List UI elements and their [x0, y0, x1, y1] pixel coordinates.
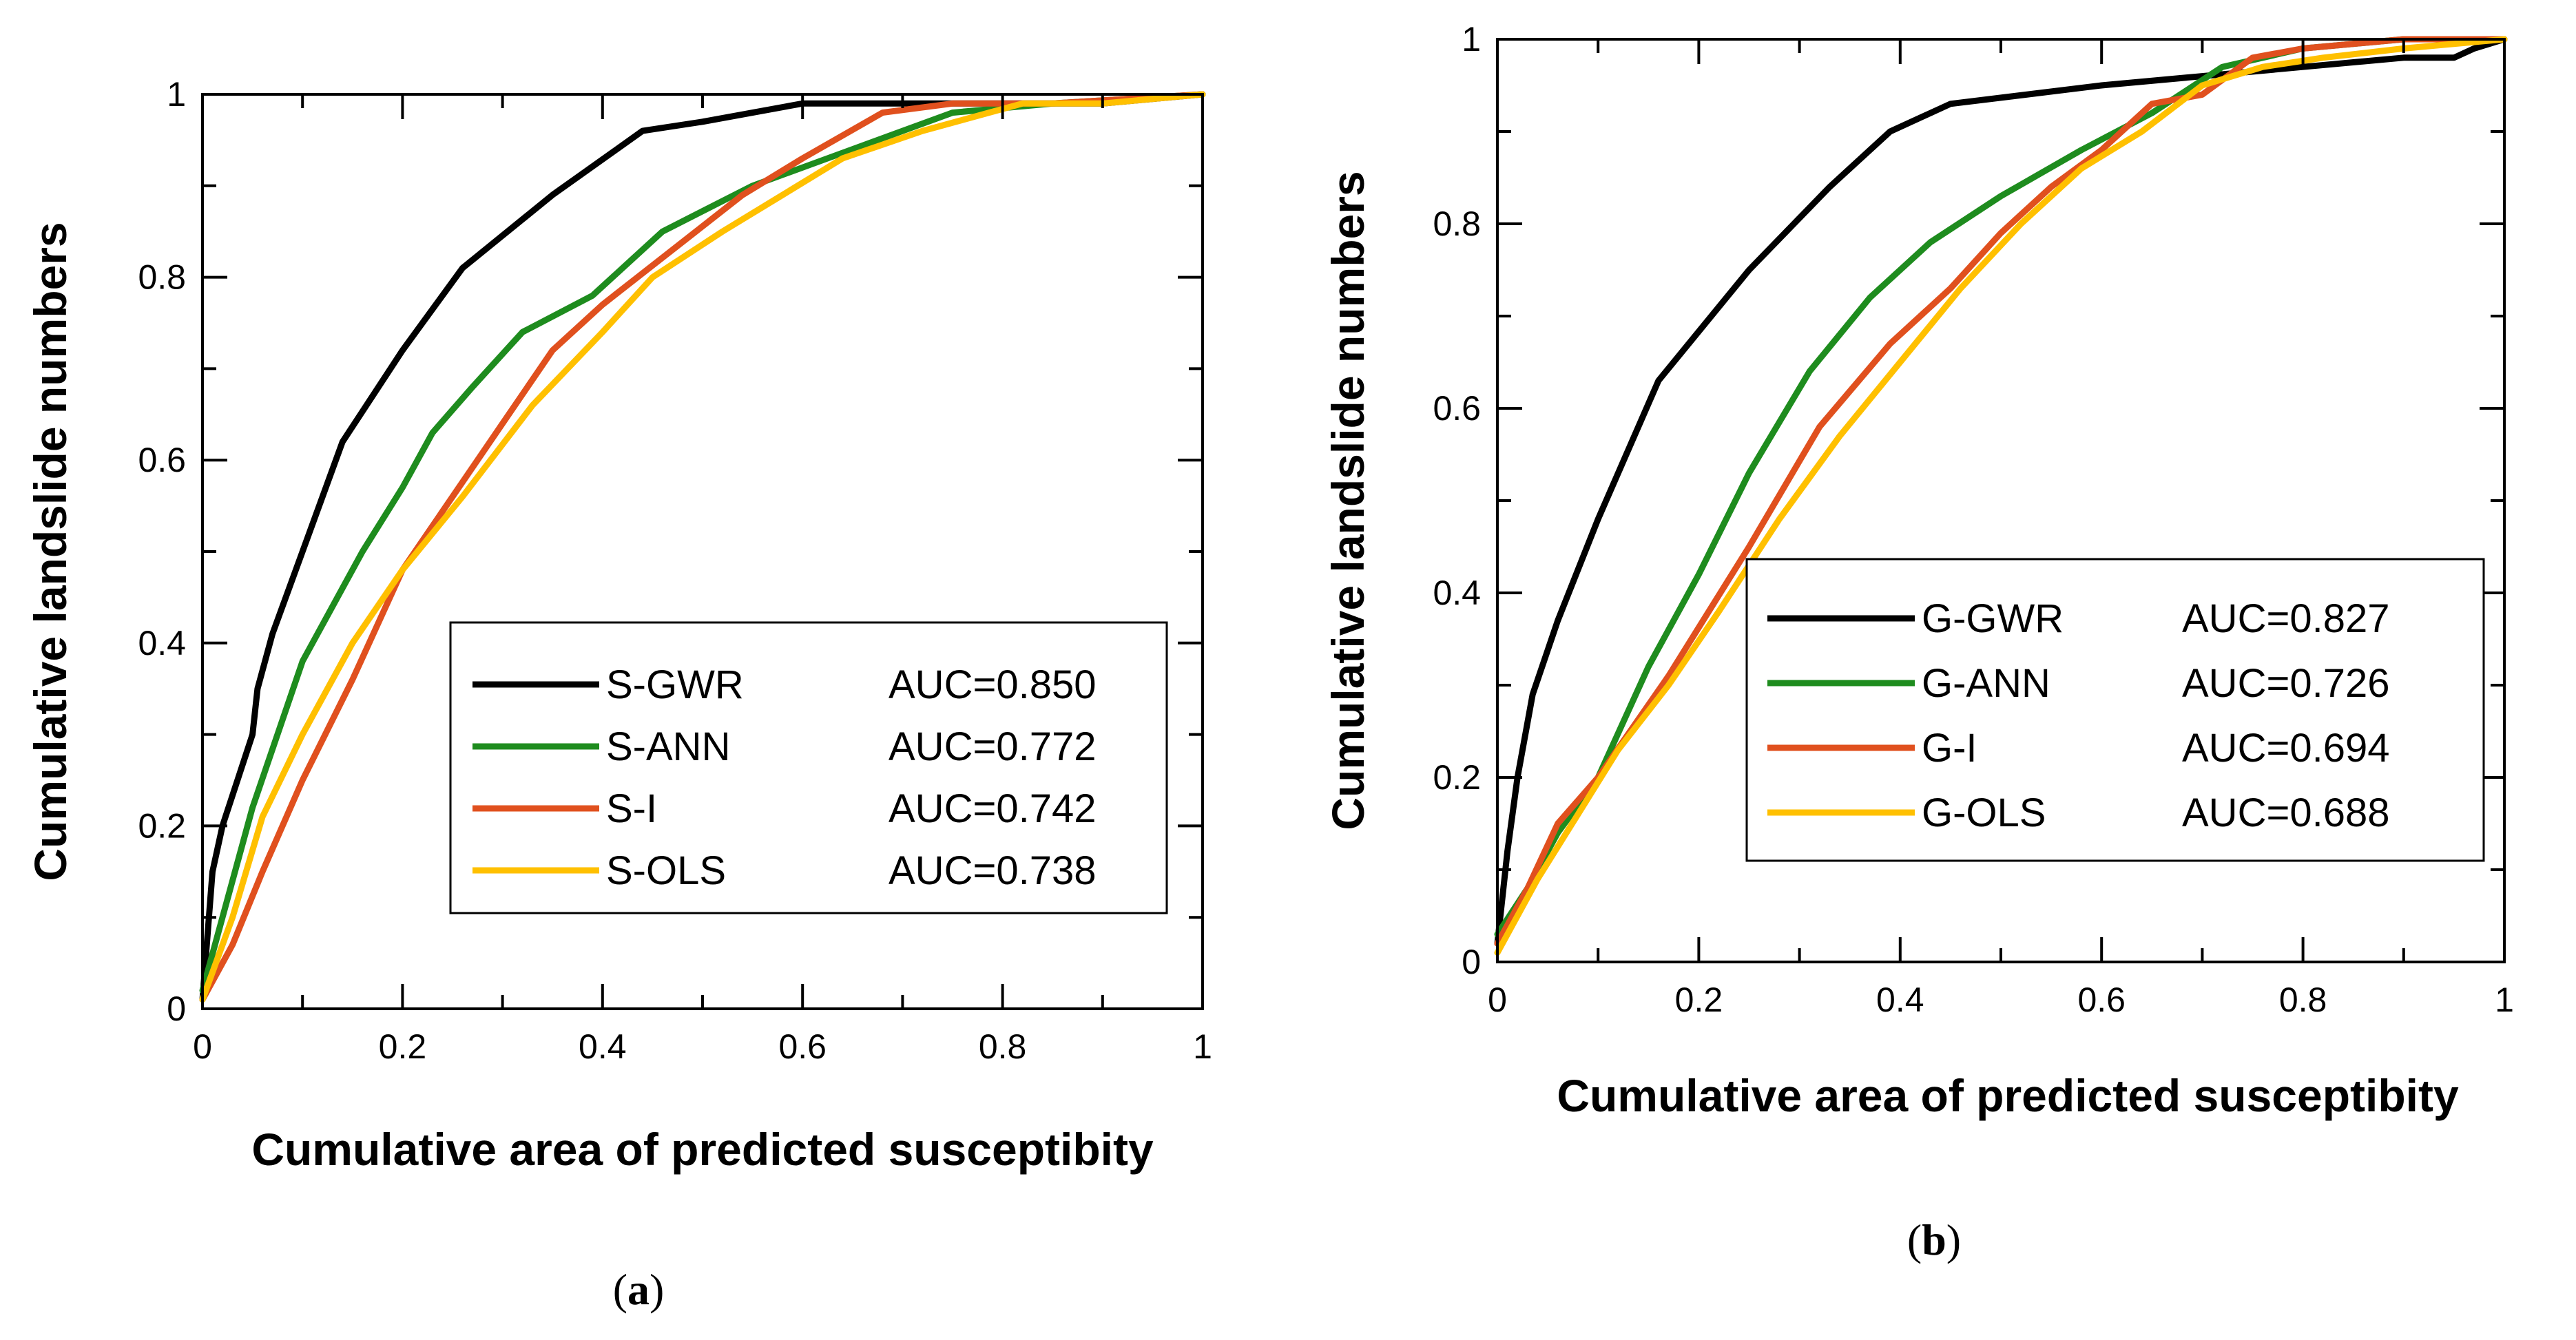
x-tick-label-a-1: 0.2	[379, 1027, 427, 1066]
y-tick-label-a-3: 0.6	[138, 441, 186, 479]
panel-label-b-close: )	[1946, 1215, 1961, 1264]
legend-name-b-g-i: G-I	[1922, 726, 1977, 771]
legend-auc-a-s-gwr: AUC=0.850	[889, 662, 1096, 707]
panel-label-a: (a)	[613, 1265, 665, 1314]
y-tick-label-b-5: 1	[1462, 20, 1481, 59]
y-tick-label-a-1: 0.2	[138, 806, 186, 845]
x-tick-labels-b: 0 0.2 0.4 0.6 0.8 1	[1488, 981, 2514, 1019]
legend-name-a-s-i: S-I	[606, 786, 657, 831]
y-axis-title-a: Cumulative landslide numbers	[25, 222, 76, 881]
curves-b	[1494, 36, 2508, 956]
y-tick-label-a-5: 1	[167, 75, 186, 114]
legend-auc-a-s-i: AUC=0.742	[889, 786, 1096, 831]
chart-panel-b: 0 0.2 0.4 0.6 0.8 1 0 0.2 0.4 0.6 0.8 1 Cumulative…	[1322, 20, 2514, 1264]
legend-name-b-g-ols: G-OLS	[1922, 791, 2046, 835]
y-tick-label-a-2: 0.4	[138, 624, 186, 662]
panel-label-a-close: )	[650, 1265, 664, 1314]
y-tick-label-b-2: 0.4	[1433, 574, 1481, 612]
legend-auc-b-g-ann: AUC=0.726	[2182, 661, 2389, 706]
panel-label-b: (b)	[1907, 1215, 1961, 1264]
ticks-a	[201, 93, 1204, 1010]
y-tick-label-b-1: 0.2	[1433, 758, 1481, 797]
y-tick-label-b-3: 0.6	[1433, 389, 1481, 428]
x-tick-label-a-3: 0.6	[778, 1027, 827, 1066]
panel-label-b-letter: b	[1922, 1215, 1946, 1264]
legend-name-a-s-ols: S-OLS	[606, 848, 726, 893]
legend-frame-a	[449, 621, 1168, 914]
x-tick-labels-a: 0 0.2 0.4 0.6 0.8 1	[193, 1027, 1212, 1066]
legend-name-b-g-ann: G-ANN	[1922, 661, 2050, 706]
y-tick-label-a-4: 0.8	[138, 258, 186, 297]
legend-auc-a-s-ols: AUC=0.738	[889, 848, 1096, 893]
x-tick-label-a-2: 0.4	[579, 1027, 627, 1066]
series-line-a-s-i	[199, 91, 1206, 1003]
x-tick-label-b-4: 0.8	[2279, 981, 2327, 1019]
x-tick-label-b-3: 0.6	[2077, 981, 2126, 1019]
series-line-a-s-ann	[199, 91, 1206, 994]
legend-auc-b-g-gwr: AUC=0.827	[2182, 596, 2389, 641]
y-axis-title-b: Cumulative landslide numbers	[1322, 171, 1373, 830]
panel-label-a-open: (	[613, 1265, 627, 1314]
x-tick-label-b-5: 1	[2495, 981, 2514, 1019]
y-tick-label-b-0: 0	[1462, 943, 1481, 981]
x-tick-label-b-0: 0	[1488, 981, 1507, 1019]
y-tick-label-b-4: 0.8	[1433, 205, 1481, 243]
legend-auc-a-s-ann: AUC=0.772	[889, 724, 1096, 769]
series-line-b-g-gwr	[1494, 36, 2508, 947]
x-axis-title-a: Cumulative area of predicted susceptibit…	[251, 1124, 1154, 1175]
x-tick-label-b-2: 0.4	[1876, 981, 1924, 1019]
ticks-b	[1496, 38, 2506, 963]
x-tick-label-a-0: 0	[193, 1027, 212, 1066]
x-tick-label-a-5: 1	[1193, 1027, 1212, 1066]
series-line-a-s-ols	[199, 91, 1206, 1003]
legend-b: G-GWR AUC=0.827 G-ANN AUC=0.726 G-I AUC=0.694…	[1745, 558, 2485, 862]
x-tick-label-a-4: 0.8	[979, 1027, 1027, 1066]
x-tick-label-b-1: 0.2	[1675, 981, 1723, 1019]
legend-name-a-s-gwr: S-GWR	[606, 662, 744, 707]
legend-name-a-s-ann: S-ANN	[606, 724, 730, 769]
panel-label-a-letter: a	[627, 1265, 650, 1314]
legend-a: S-GWR AUC=0.850 S-ANN AUC=0.772 S-I AUC=0.742…	[449, 621, 1168, 914]
series-line-b-g-ols	[1494, 36, 2508, 956]
legend-auc-b-g-i: AUC=0.694	[2182, 726, 2389, 771]
y-tick-labels-b: 0 0.2 0.4 0.6 0.8 1	[1433, 20, 1481, 981]
chart-panel-a: 0 0.2 0.4 0.6 0.8 1 0 0.2 0.4 0.6 0.8 1 Cumulative…	[25, 75, 1212, 1314]
panel-label-b-open: (	[1907, 1215, 1922, 1264]
legend-name-b-g-gwr: G-GWR	[1922, 596, 2064, 641]
x-axis-title-b: Cumulative area of predicted susceptibit…	[1557, 1070, 2459, 1121]
y-tick-label-a-0: 0	[167, 990, 186, 1028]
series-line-b-g-i	[1494, 36, 2508, 947]
y-tick-labels-a: 0 0.2 0.4 0.6 0.8 1	[138, 75, 186, 1028]
legend-auc-b-g-ols: AUC=0.688	[2182, 791, 2389, 835]
